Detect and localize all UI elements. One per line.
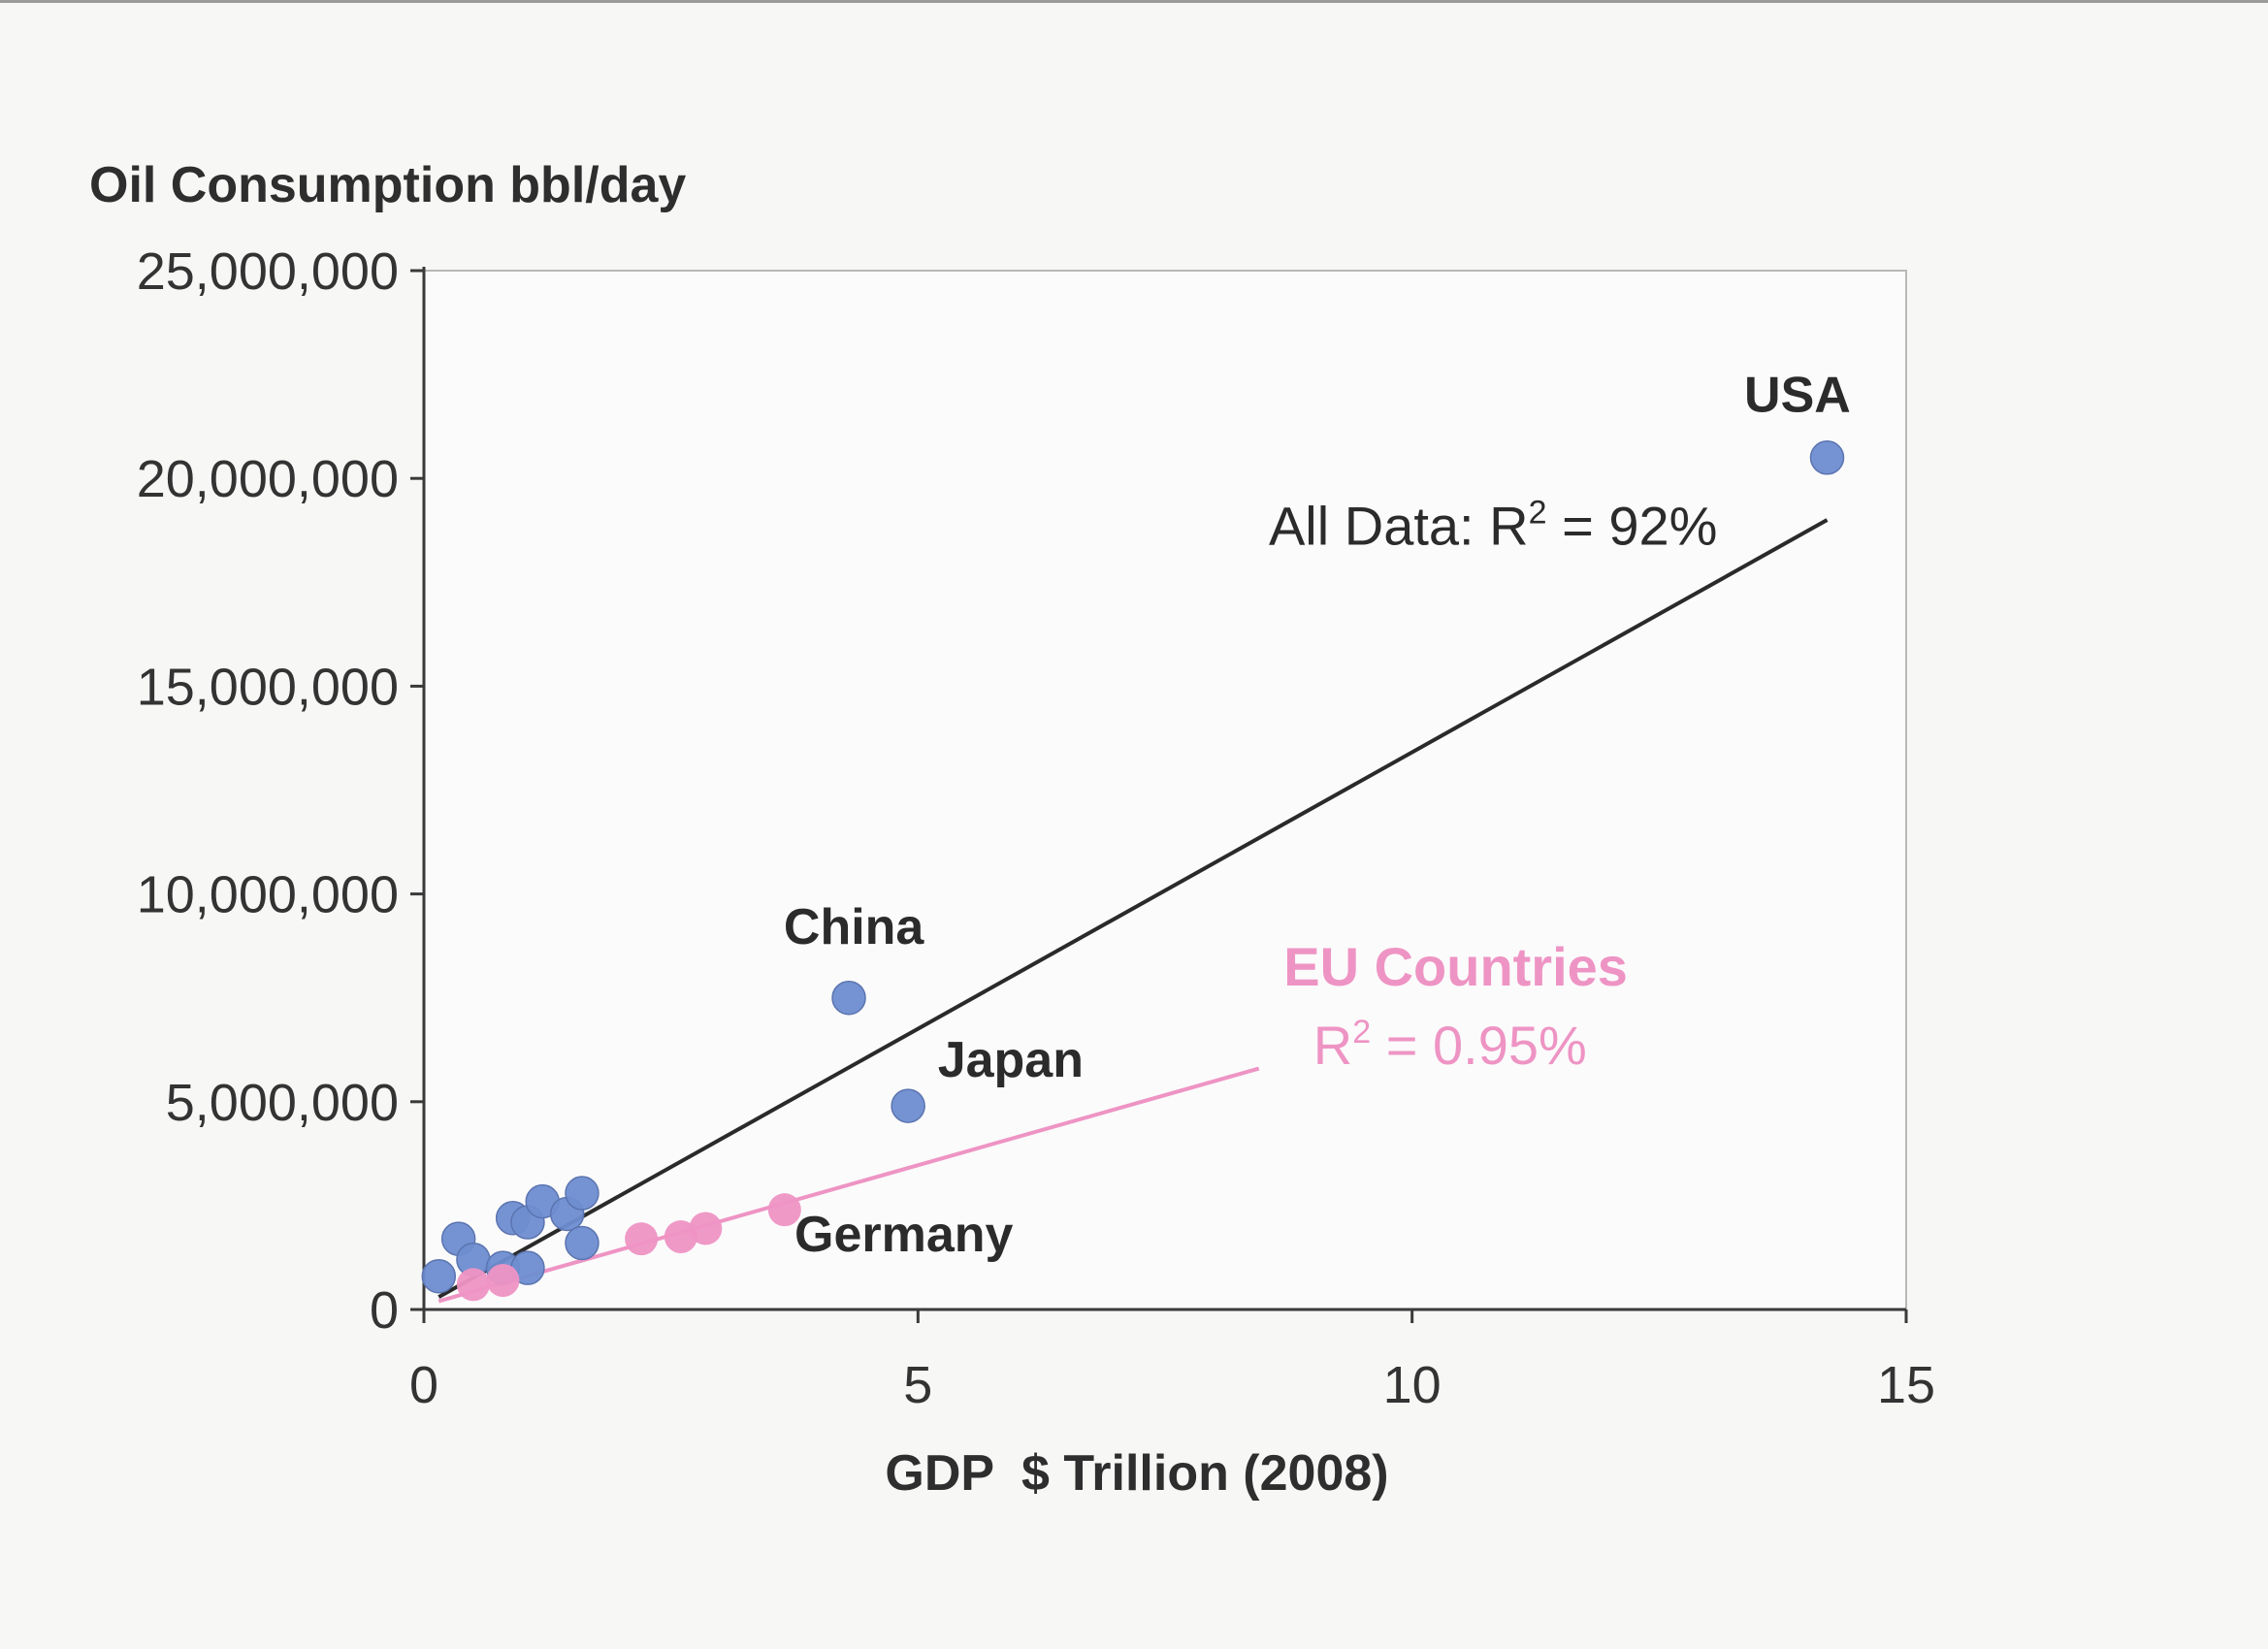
top-border	[0, 0, 2268, 3]
y-tick-label: 0	[370, 1281, 399, 1340]
y-tick-label: 20,000,000	[137, 450, 399, 508]
annotation: All Data: R2 = 92%	[1269, 495, 1717, 557]
x-tick-label: 15	[1877, 1356, 1935, 1414]
data-point	[625, 1222, 659, 1256]
data-point	[565, 1225, 599, 1261]
trendline-1	[437, 518, 1829, 1299]
y-tick-label: 5,000,000	[166, 1074, 399, 1132]
point-label: USA	[1744, 368, 1851, 424]
x-tick-label: 5	[903, 1356, 932, 1414]
x-tick-label: 0	[409, 1356, 438, 1414]
plot-area	[423, 270, 1907, 1310]
data-point	[421, 1258, 457, 1294]
data-point	[767, 1193, 801, 1227]
data-point	[565, 1176, 599, 1211]
point-label: Germany	[794, 1207, 1014, 1263]
point-label: China	[784, 899, 925, 955]
y-axis-title: Oil Consumption bbl/day	[89, 157, 686, 213]
data-point	[891, 1088, 925, 1123]
y-tick-label: 15,000,000	[137, 658, 399, 716]
annotation: EU Countries	[1283, 936, 1628, 997]
data-point	[456, 1268, 490, 1302]
y-tick-label: 10,000,000	[137, 866, 399, 924]
y-tick-label: 25,000,000	[137, 242, 399, 301]
data-point	[689, 1212, 723, 1245]
data-point	[831, 980, 866, 1016]
data-point	[486, 1264, 520, 1298]
data-point	[1809, 440, 1845, 475]
x-tick-label: 10	[1383, 1356, 1442, 1414]
trendline-2	[437, 1066, 1260, 1304]
annotation: R2 = 0.95%	[1313, 1014, 1587, 1076]
point-label: Japan	[938, 1032, 1084, 1088]
x-axis-title: GDP $ Trillion (2008)	[885, 1445, 1388, 1502]
